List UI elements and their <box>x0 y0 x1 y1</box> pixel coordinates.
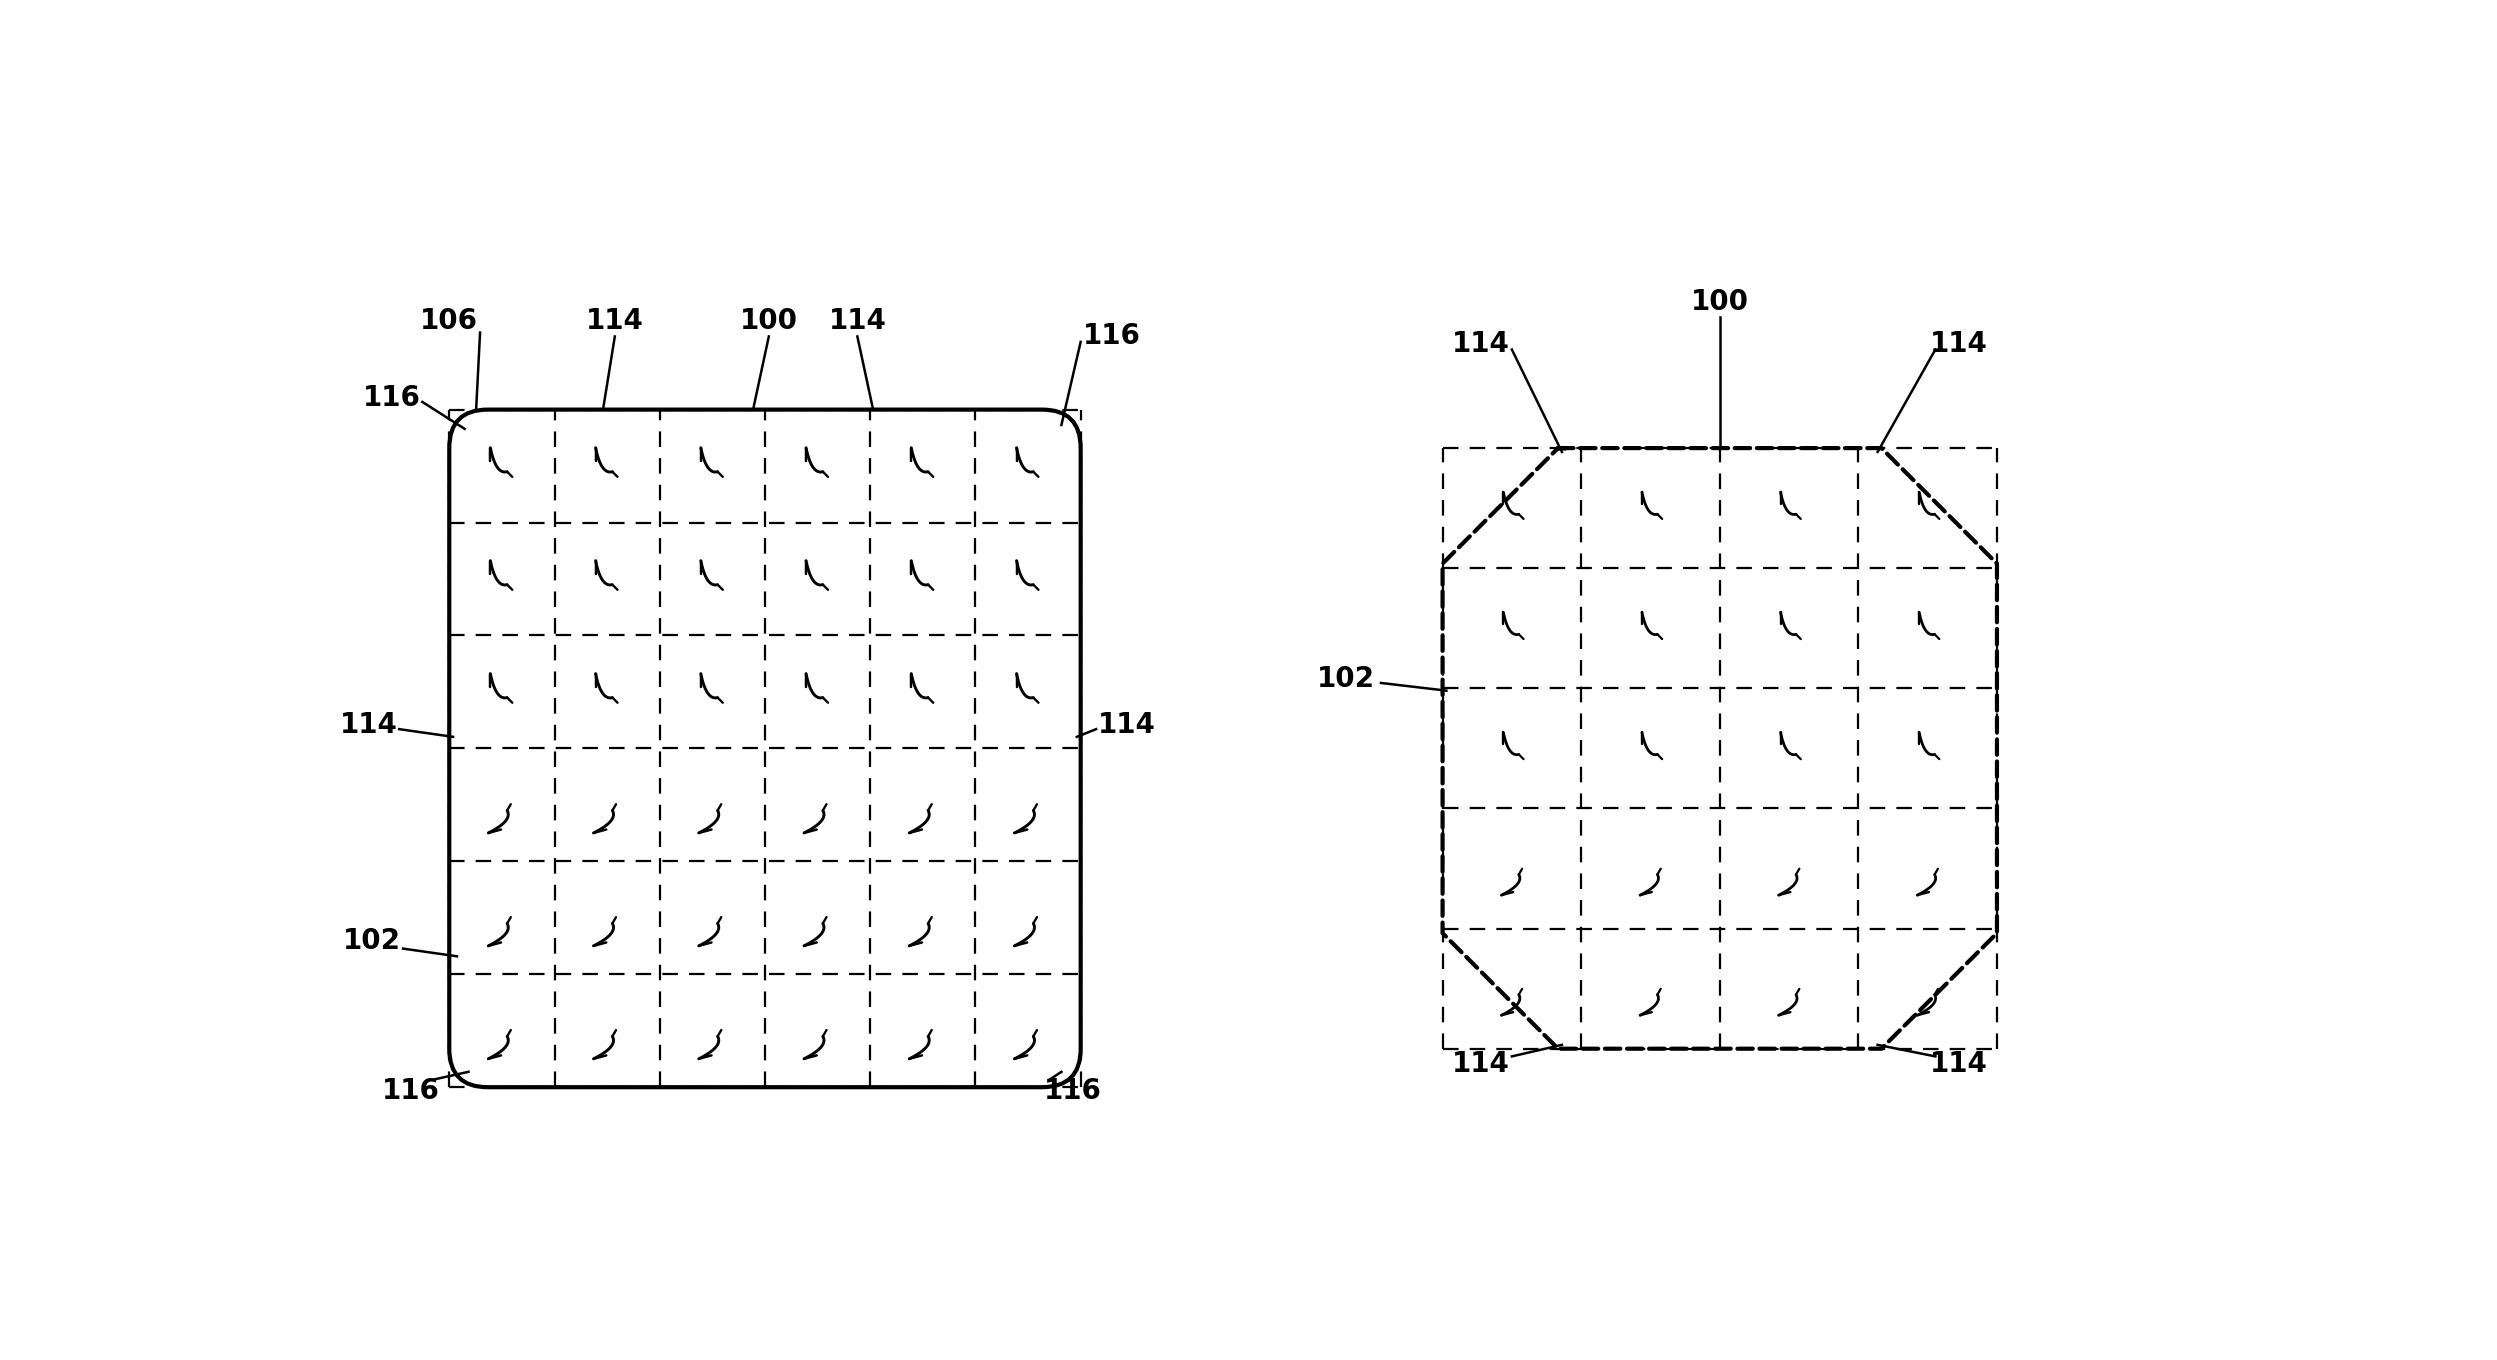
Text: 114: 114 <box>340 711 397 740</box>
Text: 114: 114 <box>1453 1050 1511 1078</box>
Text: 114: 114 <box>829 307 886 335</box>
Text: 102: 102 <box>342 928 402 955</box>
Text: 116: 116 <box>1084 322 1141 351</box>
Text: 100: 100 <box>1690 288 1748 316</box>
Text: 116: 116 <box>1044 1077 1101 1106</box>
Text: 114: 114 <box>1099 711 1156 740</box>
Text: 114: 114 <box>1930 1050 1988 1078</box>
Text: 116: 116 <box>362 384 419 412</box>
Text: 114: 114 <box>587 307 644 335</box>
Text: 106: 106 <box>419 307 479 335</box>
Text: 102: 102 <box>1318 665 1376 694</box>
Text: 114: 114 <box>1930 330 1988 358</box>
Text: 100: 100 <box>739 307 799 335</box>
Text: 116: 116 <box>382 1077 439 1106</box>
Text: 114: 114 <box>1453 330 1511 358</box>
